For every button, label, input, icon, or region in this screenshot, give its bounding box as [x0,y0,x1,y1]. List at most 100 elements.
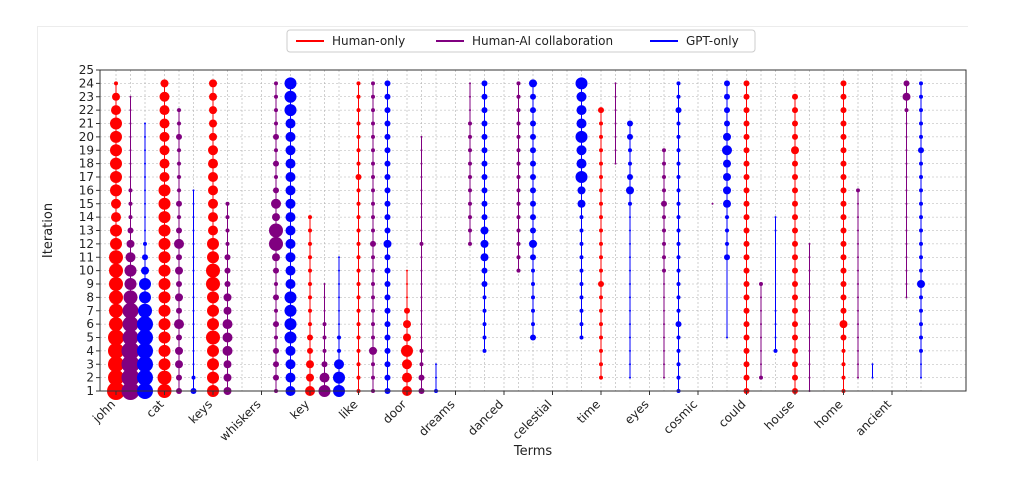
data-point [676,161,681,166]
data-point [919,94,923,99]
data-point [529,239,537,248]
data-point [663,323,665,326]
data-point [530,254,536,261]
data-point [384,307,391,314]
data-point [840,160,847,167]
data-point [192,256,195,259]
data-point [338,283,340,285]
data-point [841,375,846,380]
data-point [370,240,376,247]
data-point [857,229,859,232]
data-point [531,308,535,313]
data-point [384,227,391,234]
data-point [108,369,124,386]
data-point [774,323,777,326]
data-point [356,81,361,86]
data-point [192,269,195,272]
data-point [743,147,750,154]
data-point [576,118,587,129]
data-point [175,266,183,275]
data-point [530,120,536,127]
data-point [531,268,535,273]
data-point [663,336,665,339]
y-tick-label: 21 [79,117,94,131]
data-point [808,376,811,379]
data-point [123,290,138,305]
data-point [111,105,121,116]
data-point [480,239,489,248]
y-tick-label: 13 [79,224,94,238]
data-point [516,121,521,126]
data-point [481,160,488,167]
data-point [420,269,423,272]
data-point [530,200,536,207]
data-point [223,293,232,302]
data-point [840,187,847,194]
data-point [516,81,521,86]
data-point [418,374,425,381]
data-point [614,162,617,165]
x-tick-label: danced [465,397,506,438]
data-point [419,348,424,353]
data-point [481,147,488,154]
data-point [792,227,798,234]
data-point [285,225,296,236]
data-point [760,309,762,312]
data-point [516,188,521,193]
data-point [599,375,603,380]
data-point [285,279,296,289]
data-point [129,135,132,138]
data-point [435,363,437,366]
data-point [711,202,714,205]
data-point [723,159,731,168]
data-point [356,188,361,193]
data-point [272,213,280,222]
data-point [285,198,296,209]
data-point [384,281,391,287]
data-point [468,188,472,193]
data-point [306,360,314,369]
data-point [840,281,847,287]
data-point [516,134,521,139]
data-point [338,309,340,312]
data-point [355,174,362,180]
data-point [384,334,391,341]
data-point [774,216,777,219]
data-point [579,268,584,273]
data-point [356,215,361,220]
x-tick-label: ancient [853,397,895,439]
data-point [207,304,219,317]
y-tick-label: 8 [86,290,94,304]
data-point [384,120,391,127]
data-point [614,149,617,152]
data-point [322,335,327,340]
data-point [125,252,136,263]
data-point [129,162,132,165]
data-point [177,215,181,220]
data-point [269,236,283,251]
data-point [723,132,731,141]
data-point [792,120,798,127]
data-point [481,133,488,140]
data-point [840,254,847,261]
chart-frame [37,26,968,461]
data-point [919,175,923,179]
data-point [743,133,750,140]
data-point [792,347,798,354]
data-point [840,93,847,100]
data-point [743,174,750,180]
data-point [808,323,811,326]
y-tick-label: 3 [86,357,94,371]
data-point [675,321,682,328]
data-point [177,108,181,113]
data-point [857,376,859,379]
data-point [108,342,124,359]
data-point [919,335,923,340]
data-point [420,202,423,205]
data-point [144,135,146,138]
data-point [308,322,312,327]
data-point [629,349,631,352]
data-point [629,256,631,259]
data-point [284,304,297,317]
